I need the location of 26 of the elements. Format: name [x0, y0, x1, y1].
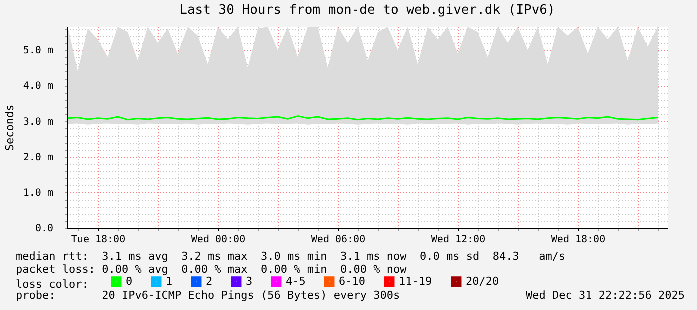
y-tick-label: 3.0 m	[23, 116, 54, 128]
y-tick-label: 0.0	[35, 224, 54, 234]
legend-label: 6-10	[339, 274, 366, 288]
x-tick-label: Wed 00:00	[191, 234, 246, 246]
legend-label: 2	[206, 274, 213, 288]
y-tick-label: 5.0 m	[23, 46, 54, 57]
text: median rtt: 3.1 ms avg 3.2 ms max 3.0 ms min 3.1 ms now 0.0 ms sd 84.3 am/s	[16, 250, 566, 263]
chart-title: Last 30 Hours from mon-de to web.giver.dk (IPv6)	[180, 2, 556, 18]
y-tick-label: 4.0 m	[23, 81, 54, 92]
text: packet loss: 0.00 % avg 0.00 % max 0.00 % min 0.00 % now	[16, 263, 407, 276]
y-tick-label: 2.0 m	[23, 152, 54, 164]
x-tick-label: Wed 12:00	[431, 234, 486, 246]
legend-label: 1	[166, 274, 173, 288]
x-tick-label: Wed 06:00	[311, 234, 366, 246]
x-tick-label: Tue 18:00	[71, 234, 126, 246]
y-tick-label: 1.0 m	[23, 188, 54, 199]
y-axis-title: Seconds	[3, 104, 16, 152]
text: probe: 20 IPv6-ICMP Echo Pings (56 Bytes) every 300s	[16, 289, 400, 302]
legend-label: 3	[246, 274, 253, 288]
legend-label: 11-19	[399, 274, 432, 288]
legend-label: 20/20	[466, 274, 500, 288]
text: Wed Dec 31 22:22:56 2025	[526, 289, 685, 302]
legend-label: 0	[126, 274, 133, 288]
legend-label: 4-5	[286, 274, 306, 288]
x-tick-label: Wed 18:00	[551, 234, 606, 246]
legend-title: loss color:	[16, 278, 89, 291]
